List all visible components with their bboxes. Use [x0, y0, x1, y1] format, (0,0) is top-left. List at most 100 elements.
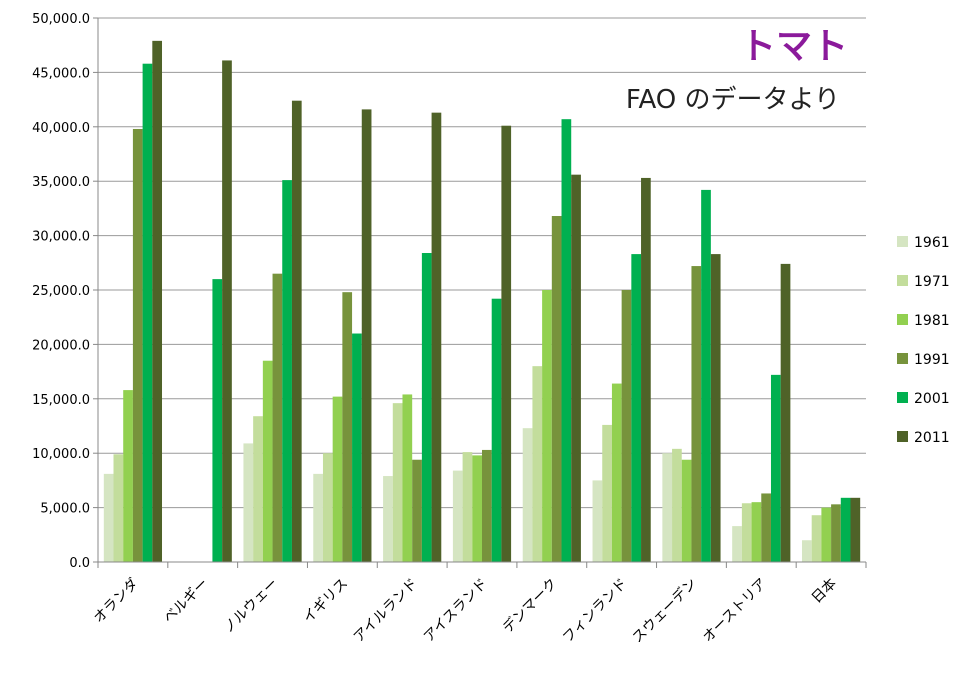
legend-label: 1971 — [914, 274, 950, 290]
bar-2011-7 — [641, 177, 651, 562]
bar-1981-6 — [542, 290, 552, 562]
bar-1971-9 — [741, 503, 752, 562]
bar-1961-2 — [243, 443, 254, 562]
legend-label: 1981 — [914, 313, 950, 329]
bar-1971-7 — [602, 424, 612, 562]
bar-2001-3 — [352, 333, 362, 562]
bar-1961-6 — [522, 428, 533, 562]
bar-1971-0 — [113, 454, 124, 562]
legend: 1961 1971 1981 1991 2001 2011 — [897, 235, 950, 446]
category-label: イギリス — [300, 576, 351, 627]
bar-1971-10 — [811, 515, 822, 562]
bar-1961-8 — [662, 453, 673, 562]
category-label: オランダ — [91, 576, 142, 627]
category-label: アイスランド — [421, 576, 491, 646]
bar-2001-5 — [491, 298, 502, 562]
category-label: 日本 — [809, 576, 840, 607]
bar-1991-5 — [482, 449, 492, 562]
bar-2011-6 — [571, 174, 581, 562]
bar-1991-10 — [831, 504, 841, 562]
y-tick-label: 50,000.0 — [32, 12, 90, 27]
bar-2011-1 — [222, 60, 232, 562]
bar-1991-6 — [551, 216, 562, 563]
y-tick-label: 15,000.0 — [32, 393, 90, 408]
bar-2011-2 — [291, 100, 302, 563]
chart-subtitle: FAO のデータより — [626, 85, 840, 115]
bar-2011-0 — [152, 40, 163, 562]
bar-2011-5 — [501, 125, 512, 562]
bar-1981-0 — [123, 390, 133, 562]
legend-swatch — [897, 431, 908, 442]
bar-1971-2 — [253, 416, 263, 562]
legend-swatch — [897, 314, 908, 325]
legend-label: 1961 — [914, 235, 950, 251]
bar-2001-2 — [282, 180, 292, 562]
bar-2011-10 — [850, 497, 861, 562]
y-tick-label: 40,000.0 — [32, 121, 90, 136]
bar-1961-3 — [313, 473, 323, 562]
bar-2011-9 — [780, 263, 791, 562]
bar-2001-0 — [142, 63, 153, 563]
legend-label: 2011 — [914, 430, 950, 446]
bar-1981-7 — [611, 383, 622, 562]
y-tick-label: 10,000.0 — [32, 447, 90, 462]
bar-1971-8 — [672, 448, 682, 562]
bar-1971-6 — [532, 366, 543, 562]
bar-1981-4 — [402, 394, 413, 562]
y-tick-label: 20,000.0 — [32, 338, 90, 353]
bar-1971-3 — [322, 453, 333, 562]
bar-2001-4 — [421, 253, 432, 562]
bar-1981-5 — [472, 455, 482, 562]
bar-1981-2 — [262, 360, 273, 562]
bar-1961-4 — [383, 476, 393, 562]
category-label: ベルギー — [161, 576, 212, 627]
x-axis-tick-marks — [97, 562, 867, 568]
bar-1991-3 — [342, 292, 353, 562]
legend-swatch — [897, 392, 908, 403]
bar-1981-10 — [821, 507, 832, 562]
category-label: スウェーデン — [629, 575, 700, 646]
bar-1991-0 — [132, 128, 143, 562]
x-axis-category-labels: オランダ ベルギー ノルウェー イギリス アイルランド アイスランド デンマーク フィンランド… — [91, 575, 840, 646]
bar-1981-9 — [751, 502, 762, 562]
y-tick-label: 25,000.0 — [32, 284, 90, 299]
bar-1961-10 — [801, 540, 812, 562]
bars — [103, 40, 861, 563]
chart-title: トマト — [740, 26, 848, 67]
bar-2001-7 — [631, 254, 642, 562]
bar-1971-5 — [462, 452, 473, 562]
legend-swatch — [897, 236, 908, 247]
y-tick-label: 35,000.0 — [32, 175, 90, 190]
y-tick-label: 5,000.0 — [40, 502, 90, 517]
bar-1971-4 — [392, 403, 403, 562]
bar-2001-8 — [701, 189, 711, 563]
bar-1961-7 — [592, 480, 603, 562]
bar-1961-5 — [452, 470, 463, 562]
y-tick-label: 45,000.0 — [32, 66, 90, 81]
y-tick-label: 0.0 — [69, 556, 90, 571]
category-label: デンマーク — [499, 575, 561, 637]
y-tick-label: 30,000.0 — [32, 230, 90, 245]
bar-1991-8 — [691, 266, 702, 562]
bar-2001-6 — [561, 119, 572, 563]
bar-2001-10 — [840, 497, 851, 562]
bar-1981-3 — [332, 396, 343, 562]
bar-2001-9 — [770, 374, 781, 562]
category-label: オーストリア — [700, 576, 770, 646]
category-label: フィンランド — [560, 576, 631, 647]
bar-2011-8 — [710, 254, 721, 562]
bar-1961-9 — [732, 526, 742, 562]
legend-label: 1991 — [914, 352, 950, 368]
bar-1991-9 — [761, 493, 771, 562]
bar-1991-2 — [272, 273, 283, 562]
y-axis-tick-labels: 0.0 5,000.0 10,000.0 15,000.0 20,000.0 25,000… — [32, 12, 98, 571]
bar-2001-1 — [212, 279, 223, 562]
category-label: アイルランド — [351, 576, 421, 646]
legend-swatch — [897, 275, 908, 286]
bar-1991-7 — [621, 290, 632, 562]
category-label: ノルウェー — [221, 576, 282, 637]
bar-1981-8 — [681, 459, 692, 562]
legend-swatch — [897, 353, 908, 364]
bar-2011-4 — [431, 112, 442, 562]
